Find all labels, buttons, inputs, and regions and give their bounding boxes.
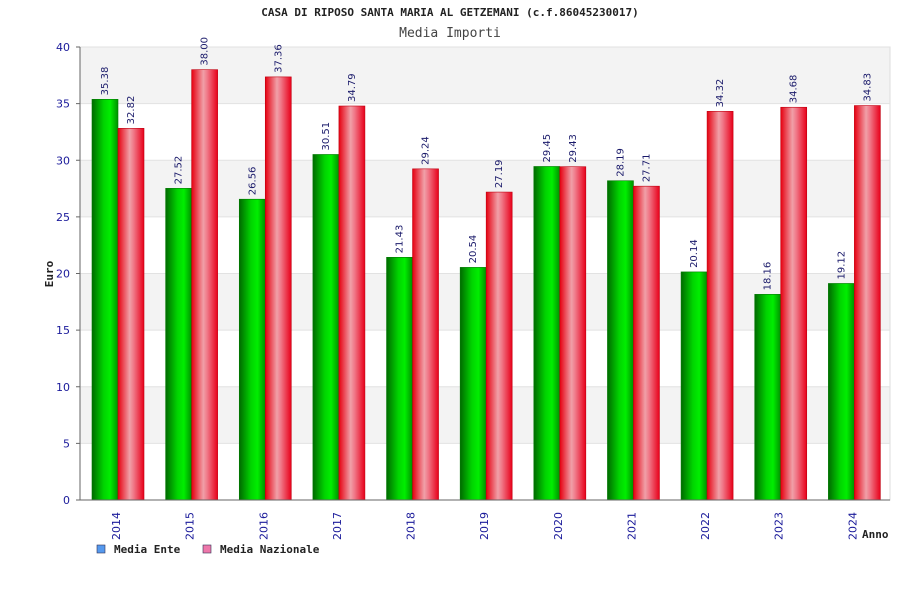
data-label: 29.24 xyxy=(421,136,432,165)
bar-media-ente-2018 xyxy=(386,257,413,501)
x-tick-label: 2023 xyxy=(773,512,786,540)
bar-media-ente-2017 xyxy=(312,154,340,501)
x-tick-label: 2024 xyxy=(846,512,859,540)
x-tick-labels: 2014 2015 2016 2017 2018 2019 2020 2021 2022 2023… xyxy=(110,512,859,540)
bar-media-ente-2019 xyxy=(459,267,487,501)
data-label: 34.83 xyxy=(862,73,873,102)
y-tick-label: 0 xyxy=(63,494,70,507)
bar-media-nazionale-2016 xyxy=(264,76,292,501)
x-tick-label: 2019 xyxy=(478,512,491,540)
bar-media-ente-2020 xyxy=(533,166,561,501)
bar-media-nazionale-2018 xyxy=(412,168,439,501)
data-label: 29.45 xyxy=(542,134,553,163)
y-tick-label: 5 xyxy=(63,437,70,450)
data-label: 34.32 xyxy=(715,79,726,108)
bar-media-nazionale-2015 xyxy=(191,69,218,501)
data-label: 27.52 xyxy=(174,156,185,185)
x-tick-label: 2022 xyxy=(699,512,712,540)
y-tick-label: 25 xyxy=(56,211,70,224)
legend-label-media-nazionale: Media Nazionale xyxy=(220,543,320,556)
bar-media-ente-2023 xyxy=(754,294,782,501)
data-label: 37.36 xyxy=(273,44,284,73)
data-label: 29.43 xyxy=(568,134,579,163)
bar-media-ente-2024 xyxy=(828,283,855,501)
bar-media-nazionale-2021 xyxy=(633,185,660,501)
y-tick-label: 40 xyxy=(56,41,70,54)
data-label: 26.56 xyxy=(247,167,258,196)
x-axis-label: Anno xyxy=(862,528,889,541)
legend-swatch-media-nazionale xyxy=(202,544,212,554)
x-tick-label: 2020 xyxy=(552,512,565,540)
chart-title: CASA DI RIPOSO SANTA MARIA AL GETZEMANI … xyxy=(261,6,639,19)
bar-media-ente-2022 xyxy=(680,271,708,501)
data-label: 38.00 xyxy=(200,37,211,66)
x-tick-label: 2015 xyxy=(184,512,197,540)
bar-media-ente-2021 xyxy=(607,180,634,501)
bar-media-ente-2016 xyxy=(238,198,266,501)
data-label: 28.19 xyxy=(615,148,626,177)
bar-media-ente-2015 xyxy=(165,188,192,501)
data-label: 21.43 xyxy=(395,225,406,254)
x-tick-label: 2016 xyxy=(257,512,270,540)
y-tick-label: 35 xyxy=(56,98,70,111)
data-label: 34.79 xyxy=(347,73,358,102)
data-label: 19.12 xyxy=(836,251,847,280)
bar-media-nazionale-2024 xyxy=(854,105,881,501)
data-label: 20.54 xyxy=(468,235,479,264)
data-label: 32.82 xyxy=(126,96,137,125)
bar-media-nazionale-2022 xyxy=(706,111,734,501)
data-label: 34.68 xyxy=(789,75,800,104)
data-label: 27.71 xyxy=(641,154,652,183)
data-label: 30.51 xyxy=(321,122,332,151)
data-label: 35.38 xyxy=(100,67,111,96)
y-tick-label: 10 xyxy=(56,381,70,394)
y-tick-label: 30 xyxy=(56,154,70,167)
bar-media-nazionale-2019 xyxy=(485,191,513,501)
y-tick-label: 15 xyxy=(56,324,70,337)
bars xyxy=(91,69,881,501)
bar-media-nazionale-2020 xyxy=(559,166,587,501)
y-tick-label: 20 xyxy=(56,268,70,281)
bar-media-nazionale-2023 xyxy=(780,106,808,501)
y-tick-labels: 0 5 10 15 20 25 30 35 40 xyxy=(56,41,70,507)
legend: Media Ente Media Nazionale xyxy=(96,543,320,556)
legend-swatch-media-ente xyxy=(96,544,106,554)
bar-media-ente-2014 xyxy=(91,99,119,501)
bar-media-nazionale-2014 xyxy=(117,128,145,501)
data-label: 18.16 xyxy=(763,262,774,291)
data-label: 27.19 xyxy=(494,159,505,188)
x-tick-label: 2014 xyxy=(110,512,123,540)
x-tick-label: 2021 xyxy=(625,512,638,540)
data-labels: 35.38 32.82 27.52 38.00 26.56 37.36 30.51 34.79… xyxy=(100,37,873,290)
data-label: 20.14 xyxy=(689,239,700,268)
x-tick-label: 2017 xyxy=(331,512,344,540)
x-tick-label: 2018 xyxy=(405,512,418,540)
legend-label-media-ente: Media Ente xyxy=(114,543,181,556)
bar-media-nazionale-2017 xyxy=(338,105,366,501)
y-axis-label: Euro xyxy=(43,260,56,287)
chart-subtitle: Media Importi xyxy=(399,26,501,41)
